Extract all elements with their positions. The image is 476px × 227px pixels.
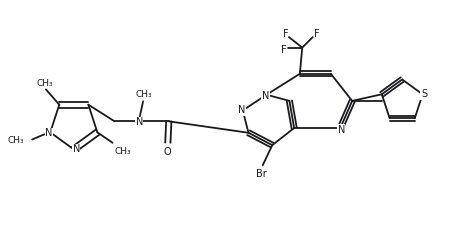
Text: N: N [262,91,269,101]
Text: N: N [337,125,345,135]
Text: CH₃: CH₃ [115,147,131,155]
Text: N: N [45,128,52,138]
Text: N: N [136,117,143,127]
Text: O: O [163,147,171,157]
Text: CH₃: CH₃ [37,79,53,88]
Text: F: F [314,29,319,39]
Text: N: N [238,106,245,116]
Text: F: F [283,29,288,39]
Text: S: S [421,89,427,99]
Text: N: N [72,144,80,155]
Text: CH₃: CH₃ [136,90,152,99]
Text: CH₃: CH₃ [7,136,24,145]
Text: Br: Br [257,169,267,179]
Text: F: F [281,45,287,55]
